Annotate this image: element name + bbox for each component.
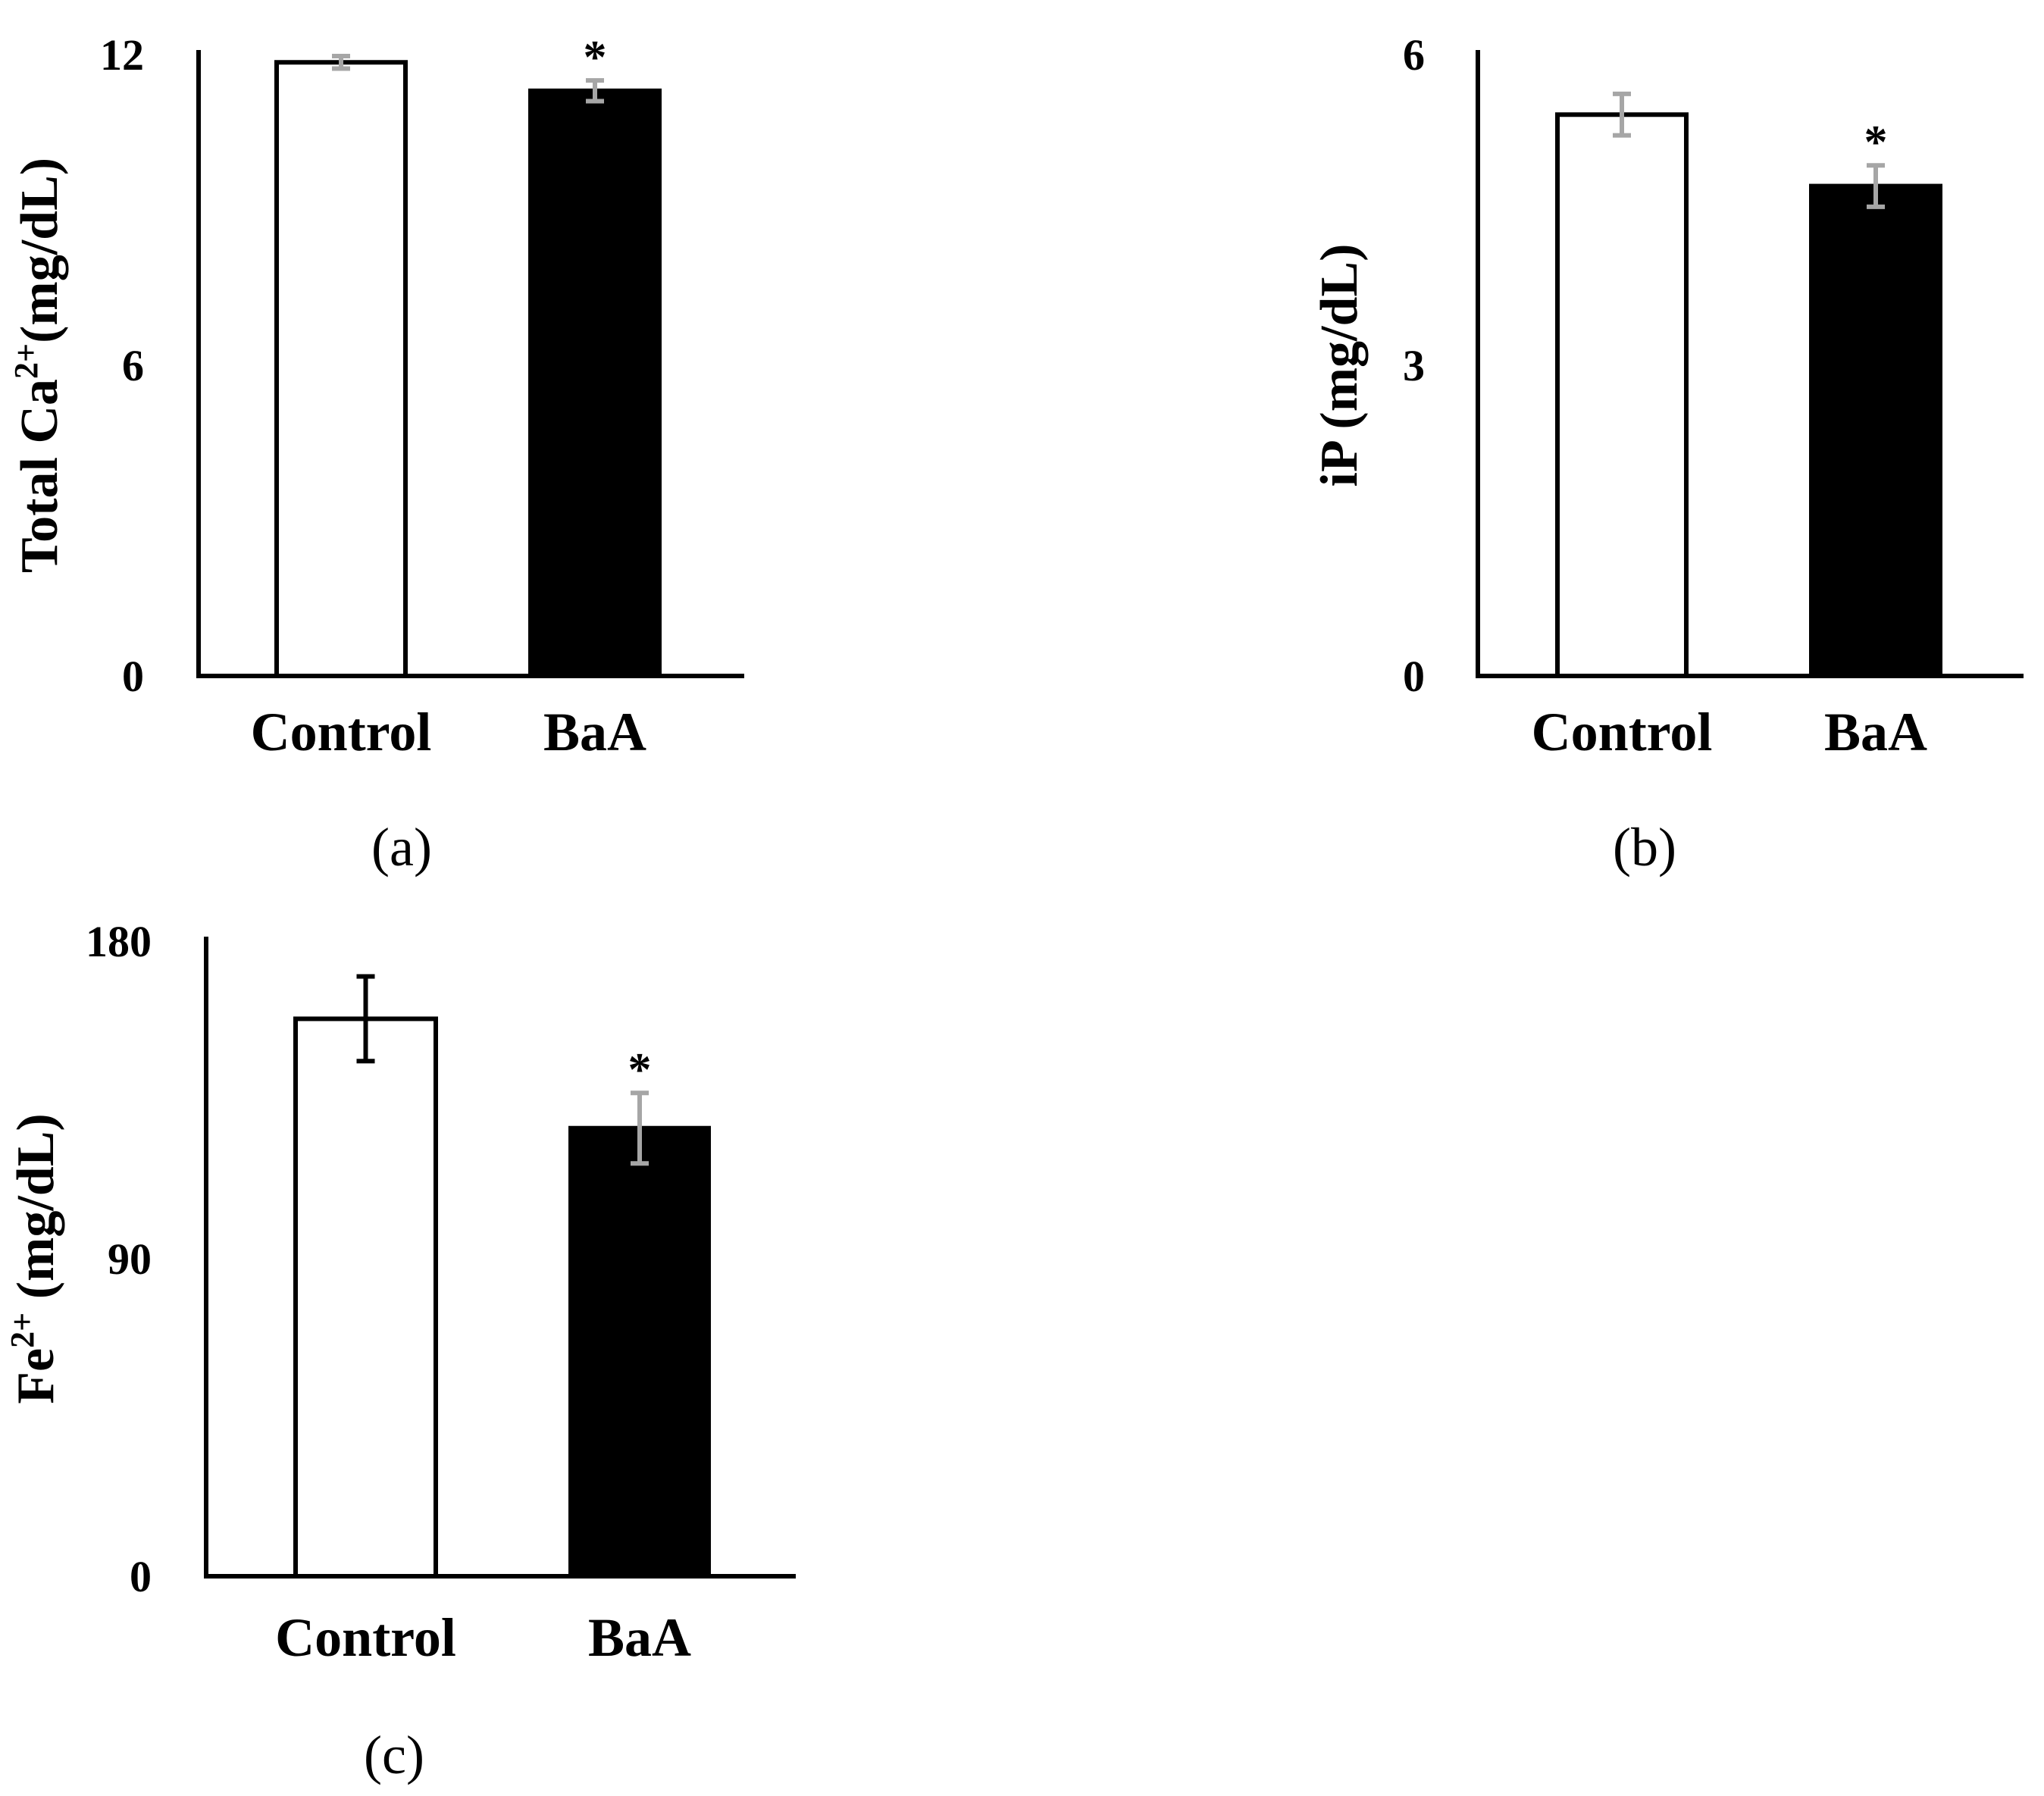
y-tick-label: 90 — [108, 1234, 152, 1284]
y-tick-label: 6 — [1403, 30, 1425, 80]
bar-control — [293, 1016, 438, 1579]
error-bar-control — [356, 974, 375, 1064]
bar-baa — [1809, 183, 1942, 679]
bar-control — [1555, 112, 1689, 678]
y-axis-label-unit: (mg/dL) — [7, 1113, 65, 1313]
y-axis-label-text: Fe — [7, 1348, 65, 1404]
x-tick-label: BaA — [588, 1607, 691, 1668]
significance-marker: * — [584, 32, 607, 83]
x-tick-label: BaA — [543, 702, 646, 762]
y-tick-label: 0 — [130, 1552, 152, 1601]
bar-baa — [568, 1125, 711, 1579]
error-bar-baa — [1867, 163, 1885, 209]
significance-marker: * — [628, 1044, 652, 1096]
y-tick-label: 0 — [1403, 652, 1425, 701]
y-tick-label: 180 — [86, 917, 152, 966]
x-tick-label: Control — [1532, 702, 1713, 762]
y-axis-label: Total Ca2+(mg/dL) — [8, 158, 69, 573]
error-bar-baa — [586, 78, 604, 104]
panel-label: (b) — [1613, 817, 1676, 878]
y-tick-label: 6 — [122, 341, 144, 390]
y-axis-label: iP (mg/dL) — [1310, 244, 1369, 487]
x-tick-label: BaA — [1824, 702, 1927, 762]
error-bar-control — [332, 54, 350, 71]
chart-panel-b: Control * BaA 0 3 6 iP (mg/dL) (b) — [1310, 30, 2024, 878]
chart-panel-a: Control * BaA 0 6 12 Total Ca2+(mg/dL) (a) — [8, 30, 744, 878]
panel-label: (a) — [371, 817, 432, 878]
y-axis-label-superscript: 2+ — [4, 1313, 41, 1348]
y-axis-label-text: Total Ca — [11, 379, 69, 573]
chart-panel-c: Control * BaA 0 90 180 Fe2+ (mg/dL) (c) — [4, 917, 796, 1785]
error-bar-control — [1613, 91, 1631, 138]
error-bar-baa — [631, 1090, 649, 1166]
x-tick-label: Control — [251, 702, 432, 762]
y-tick-label: 12 — [100, 30, 144, 80]
y-axis-label-superscript: 2+ — [8, 343, 45, 379]
y-axis-label-text: iP (mg/dL) — [1310, 244, 1369, 487]
x-tick-label: Control — [275, 1607, 456, 1668]
panel-label: (c) — [364, 1725, 424, 1785]
bar-baa — [528, 88, 662, 679]
significance-marker: * — [1864, 117, 1888, 168]
y-tick-label: 3 — [1403, 341, 1425, 390]
y-axis-label-unit: (mg/dL) — [11, 158, 69, 343]
y-tick-label: 0 — [122, 652, 144, 701]
y-axis-label: Fe2+ (mg/dL) — [4, 1113, 65, 1403]
bar-control — [274, 60, 408, 678]
